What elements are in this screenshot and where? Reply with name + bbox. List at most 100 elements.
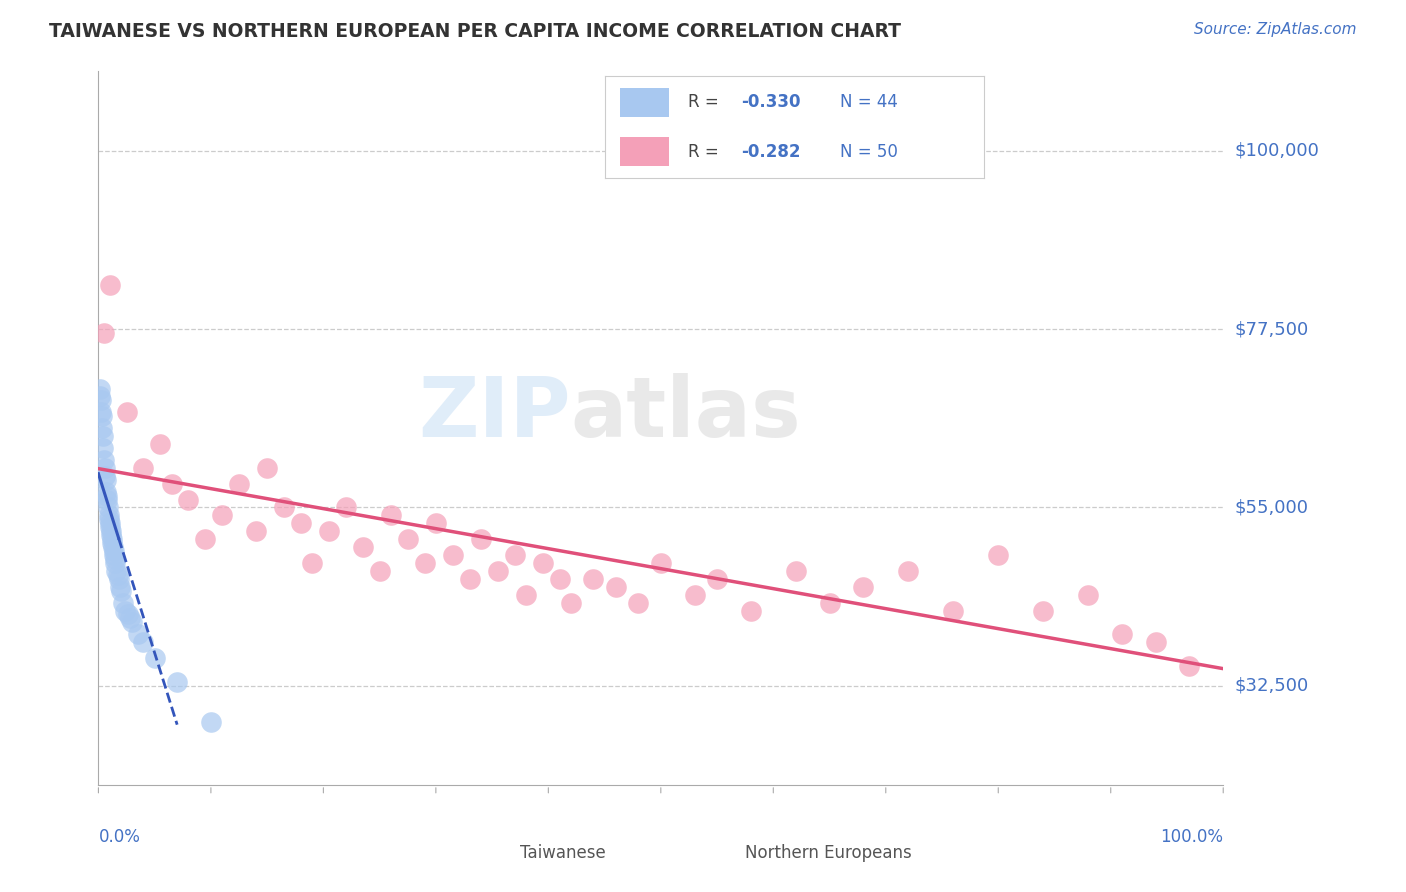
Text: -0.330: -0.330 (741, 94, 801, 112)
Point (91, 429, 114, 443)
Point (96, 484, 118, 499)
Point (132, 460, 155, 475)
Point (160, 476, 183, 491)
Point (627, 596, 650, 610)
Point (93, 453, 115, 467)
Text: $77,500: $77,500 (1234, 320, 1309, 338)
Point (101, 536, 124, 550)
Point (90, 405, 112, 419)
Point (458, 572, 481, 586)
Text: Taiwanese: Taiwanese (520, 844, 606, 862)
Point (104, 556, 127, 570)
Text: Source: ZipAtlas.com: Source: ZipAtlas.com (1194, 22, 1357, 37)
Point (114, 603, 136, 617)
Point (560, 596, 582, 610)
Text: $32,500: $32,500 (1234, 677, 1309, 695)
Point (503, 548, 526, 562)
Text: ZIP: ZIP (419, 374, 571, 454)
Point (108, 580, 131, 594)
Point (96, 492, 118, 507)
FancyBboxPatch shape (481, 838, 512, 867)
Point (100, 524, 122, 539)
Text: R =: R = (688, 94, 724, 112)
Text: Northern Europeans: Northern Europeans (745, 844, 912, 862)
Text: atlas: atlas (571, 374, 801, 454)
Point (211, 508, 233, 523)
Point (605, 580, 627, 594)
Point (256, 460, 278, 475)
Text: TAIWANESE VS NORTHERN EUROPEAN PER CAPITA INCOME CORRELATION CHART: TAIWANESE VS NORTHERN EUROPEAN PER CAPIT… (49, 22, 901, 41)
Point (166, 674, 188, 689)
Point (228, 476, 250, 491)
Point (93, 441, 115, 455)
Point (1032, 603, 1054, 617)
Text: $55,000: $55,000 (1234, 499, 1309, 516)
Point (1077, 588, 1099, 602)
Point (987, 548, 1010, 562)
Point (368, 564, 391, 578)
Point (104, 552, 127, 566)
Point (818, 596, 841, 610)
Bar (620, 137, 669, 166)
Point (110, 583, 132, 598)
Point (103, 544, 125, 558)
Point (683, 588, 706, 602)
Point (470, 532, 492, 546)
Point (107, 572, 129, 586)
Point (105, 564, 128, 578)
Point (98, 516, 121, 531)
Point (143, 651, 166, 665)
Point (245, 524, 267, 539)
Point (515, 588, 537, 602)
Text: -0.282: -0.282 (741, 143, 801, 161)
Point (101, 540, 124, 554)
Point (273, 500, 295, 515)
Point (98, 278, 121, 293)
Point (1144, 635, 1167, 649)
Point (89, 389, 111, 403)
Point (650, 556, 672, 570)
Point (194, 532, 217, 546)
Point (706, 572, 728, 586)
FancyBboxPatch shape (706, 838, 737, 867)
Point (785, 564, 807, 578)
Point (441, 548, 464, 562)
Point (897, 564, 920, 578)
Point (98, 512, 121, 526)
Point (93, 326, 115, 340)
Point (98, 520, 121, 534)
Point (396, 532, 419, 546)
Point (740, 603, 762, 617)
Point (97, 500, 120, 515)
Point (200, 714, 222, 729)
Point (107, 567, 129, 582)
Point (301, 556, 323, 570)
Point (127, 627, 149, 641)
Point (852, 580, 875, 594)
Point (1111, 627, 1133, 641)
Point (531, 556, 554, 570)
Point (101, 532, 124, 546)
Point (318, 524, 340, 539)
Point (380, 508, 402, 523)
Point (112, 596, 135, 610)
Text: $100,000: $100,000 (1234, 142, 1319, 160)
Point (352, 540, 374, 554)
Point (413, 556, 436, 570)
Point (121, 615, 143, 630)
Bar (620, 88, 669, 117)
Point (103, 548, 125, 562)
Point (94, 473, 117, 487)
Point (177, 492, 200, 507)
Point (100, 528, 122, 542)
Point (97, 508, 120, 523)
Point (94, 468, 117, 483)
Text: 0.0%: 0.0% (98, 828, 141, 846)
Point (425, 516, 447, 531)
Point (149, 437, 172, 451)
Point (89, 382, 111, 396)
Text: 100.0%: 100.0% (1160, 828, 1223, 846)
Point (335, 500, 357, 515)
Text: R =: R = (688, 143, 724, 161)
Point (93, 460, 115, 475)
